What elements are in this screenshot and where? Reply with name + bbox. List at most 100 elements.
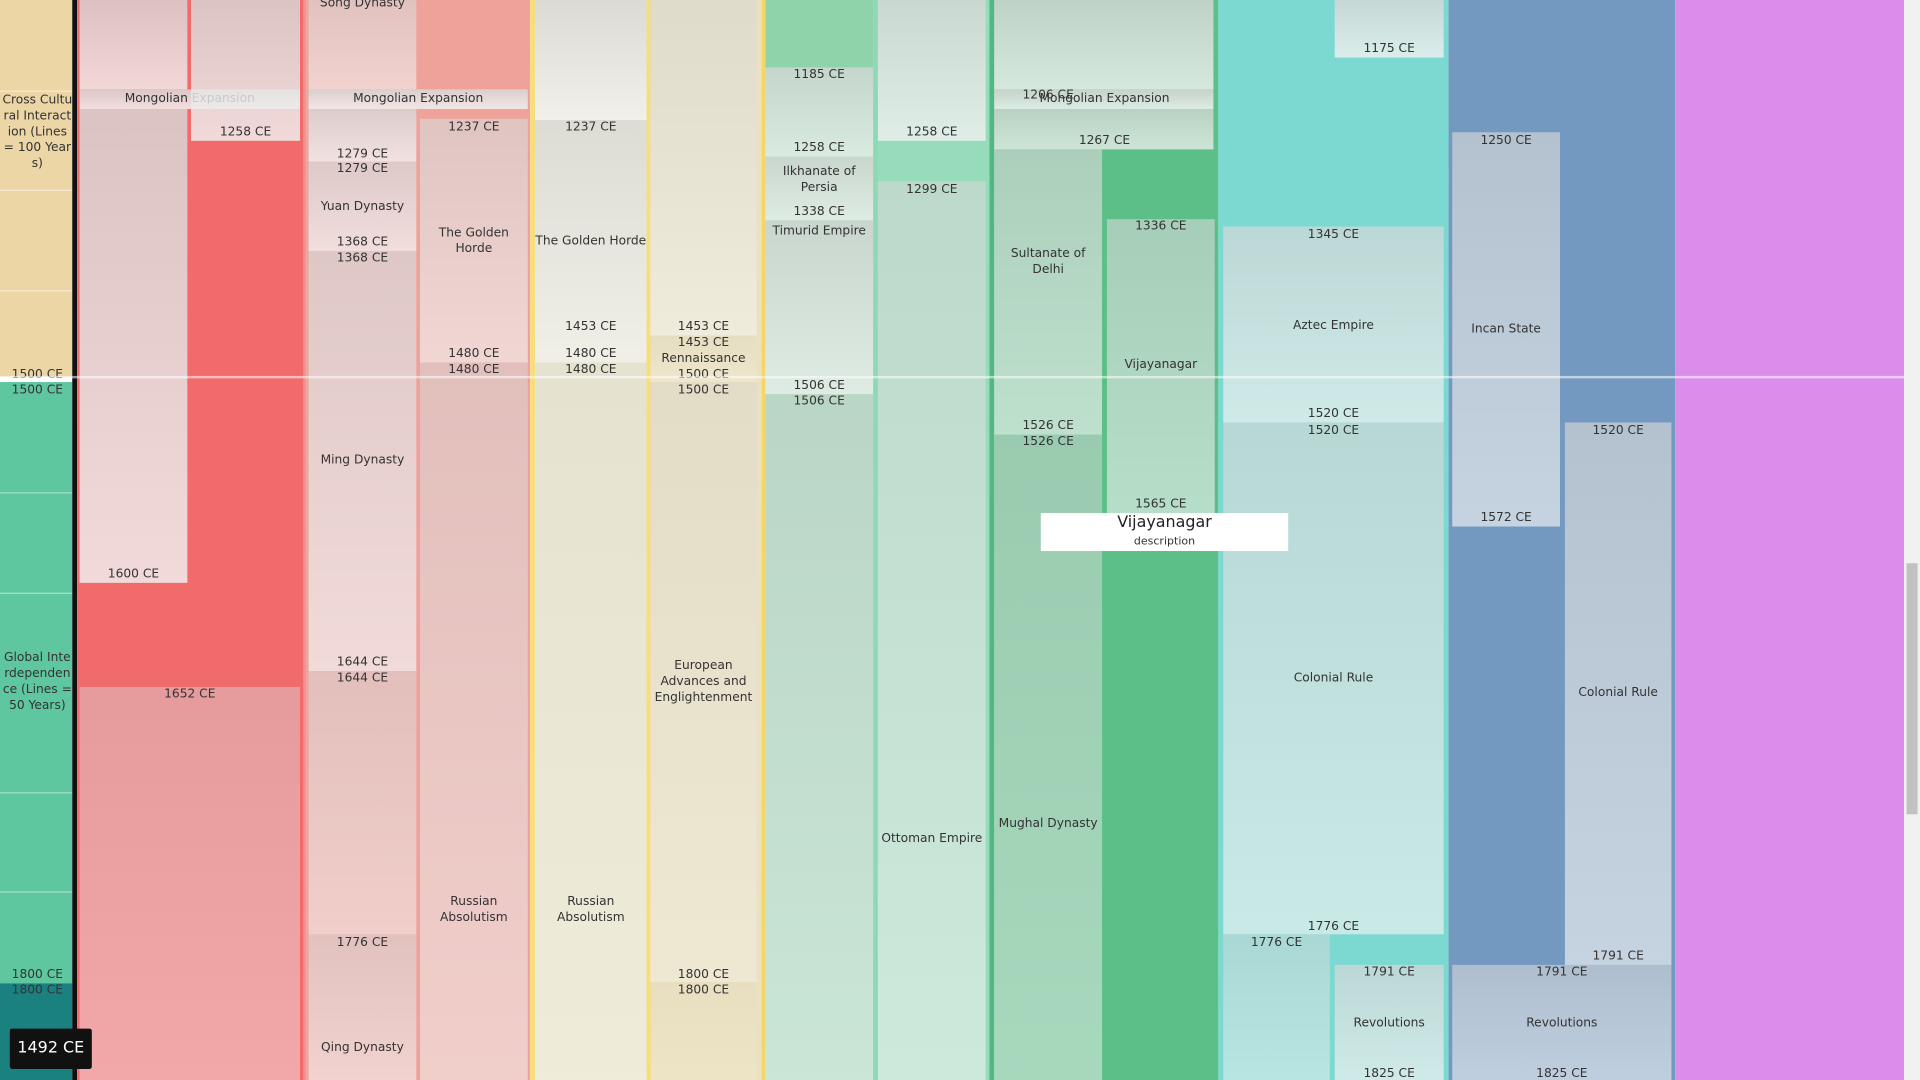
block-label: 1500 CE xyxy=(677,367,730,382)
block-label: Timurid Empire xyxy=(772,224,866,239)
block-label: 1644 CE xyxy=(336,671,389,686)
sidebar-separator xyxy=(0,792,73,794)
timeline-block[interactable] xyxy=(650,335,757,383)
block-label: 1258 CE xyxy=(219,125,272,139)
timeline-block[interactable] xyxy=(191,0,300,141)
block-label: 1258 CE xyxy=(906,125,958,139)
timeline-block[interactable] xyxy=(650,982,757,1080)
timeline-block[interactable] xyxy=(1452,964,1672,1080)
timeline-block[interactable] xyxy=(650,0,757,336)
timeline-block[interactable] xyxy=(1223,934,1330,1080)
timeline-block[interactable] xyxy=(1106,219,1215,514)
timeline-block[interactable] xyxy=(308,89,528,109)
timeline-block[interactable] xyxy=(1564,422,1672,965)
block-label: 1520 CE xyxy=(1592,424,1644,438)
timeline-block[interactable] xyxy=(420,362,528,1080)
block-label: 1250 CE xyxy=(1480,134,1532,148)
timeline-block[interactable] xyxy=(308,251,417,672)
timeline-block[interactable] xyxy=(535,362,647,1080)
cursor-date: 1492 CE xyxy=(17,1038,85,1058)
sidebar-era-bg xyxy=(0,382,73,984)
block-label: 1175 CE xyxy=(1363,42,1415,56)
timeline-block[interactable] xyxy=(308,161,417,252)
era-label: Cross Cultural Interaction (Lines = 100 … xyxy=(2,93,73,171)
scrollbar-thumb[interactable] xyxy=(1906,563,1918,815)
block-label: The Golden Horde xyxy=(438,226,509,256)
block-label: 1279 CE xyxy=(336,162,389,176)
block-label: 1237 CE xyxy=(565,120,617,135)
block-label: 1480 CE xyxy=(448,363,500,377)
timeline-block[interactable] xyxy=(535,120,647,363)
timeline-block[interactable] xyxy=(308,0,417,90)
timeline-block[interactable] xyxy=(765,220,874,395)
block-label: 1520 CE xyxy=(1307,407,1360,421)
timeline-block[interactable] xyxy=(420,118,528,363)
timeline-block[interactable] xyxy=(1452,132,1560,527)
timeline-block[interactable] xyxy=(535,0,647,120)
block-label: Revolutions xyxy=(1526,1016,1598,1031)
block-label: 1506 CE xyxy=(793,378,845,393)
divider xyxy=(72,0,78,1080)
block-label: 1368 CE xyxy=(336,235,389,250)
timeline-block[interactable] xyxy=(308,934,417,1080)
column-bg xyxy=(303,0,307,1080)
timeline-block[interactable] xyxy=(765,67,874,157)
timeline-block[interactable] xyxy=(765,394,874,1080)
tooltip-description: description xyxy=(1133,535,1196,548)
timeline-block[interactable] xyxy=(650,382,757,983)
era-date: 1500 CE xyxy=(11,383,64,398)
cursor-line xyxy=(0,375,1905,379)
block-label: Russian Absolutism xyxy=(556,895,625,925)
timeline-block[interactable] xyxy=(994,89,1214,109)
timeline-block[interactable] xyxy=(1223,422,1444,935)
cursor-badge: 1492 CE xyxy=(9,1028,92,1069)
column-bg xyxy=(1675,0,1905,1080)
timeline-block[interactable] xyxy=(79,686,301,1080)
timeline-block[interactable] xyxy=(1334,0,1444,58)
timeline-block[interactable] xyxy=(79,108,188,583)
timeline-block[interactable] xyxy=(765,156,874,221)
era-date: 1800 CE xyxy=(11,967,64,982)
block-label: 1825 CE xyxy=(1536,1067,1588,1080)
block-label: 1500 CE xyxy=(677,383,730,398)
timeline-block[interactable] xyxy=(308,671,417,935)
block-label: Aztec Empire xyxy=(1293,318,1374,333)
block-label: Russian Absolutism xyxy=(440,895,508,925)
block-label: 1825 CE xyxy=(1363,1067,1415,1080)
timeline-block[interactable] xyxy=(994,149,1103,435)
block-label: 1526 CE xyxy=(1022,435,1074,449)
timeline-block[interactable] xyxy=(877,181,986,1080)
block-label: 1368 CE xyxy=(336,251,389,266)
timeline-block[interactable] xyxy=(1223,226,1444,423)
block-label: 1600 CE xyxy=(107,567,160,582)
block-label: 1480 CE xyxy=(448,347,500,361)
tooltip: Vijayanagar description xyxy=(1040,513,1289,552)
timeline-block[interactable] xyxy=(877,0,986,141)
block-label: Yuan Dynasty xyxy=(320,200,405,214)
block-label: 1206 CE xyxy=(1022,88,1074,103)
block-label: 1800 CE xyxy=(677,967,730,982)
timeline-block[interactable] xyxy=(1334,964,1444,1080)
timeline-block[interactable] xyxy=(79,0,188,90)
block-label: Colonial Rule xyxy=(1293,671,1374,686)
timeline-block[interactable] xyxy=(994,108,1214,150)
block-label: Ottoman Empire xyxy=(881,832,983,846)
block-label: Mongolian Expansion xyxy=(1039,92,1170,106)
block-label: 1345 CE xyxy=(1307,228,1360,242)
block-label: Rennaissance xyxy=(661,352,746,366)
era-date: 1500 CE xyxy=(11,367,64,382)
block-label: 1791 CE xyxy=(1592,949,1644,964)
scrollbar[interactable] xyxy=(1904,0,1920,1080)
timeline-block[interactable] xyxy=(308,108,417,162)
block-label: 1480 CE xyxy=(565,363,617,377)
block-label: 1791 CE xyxy=(1536,965,1588,979)
block-label: Ming Dynasty xyxy=(320,453,405,468)
block-label: 1279 CE xyxy=(336,147,389,162)
timeline-block[interactable] xyxy=(994,0,1214,90)
block-label: Colonial Rule xyxy=(1578,686,1658,700)
block-label: 1237 CE xyxy=(448,120,500,135)
block-label: Incan State xyxy=(1471,322,1541,337)
block-label: 1453 CE xyxy=(677,320,730,334)
